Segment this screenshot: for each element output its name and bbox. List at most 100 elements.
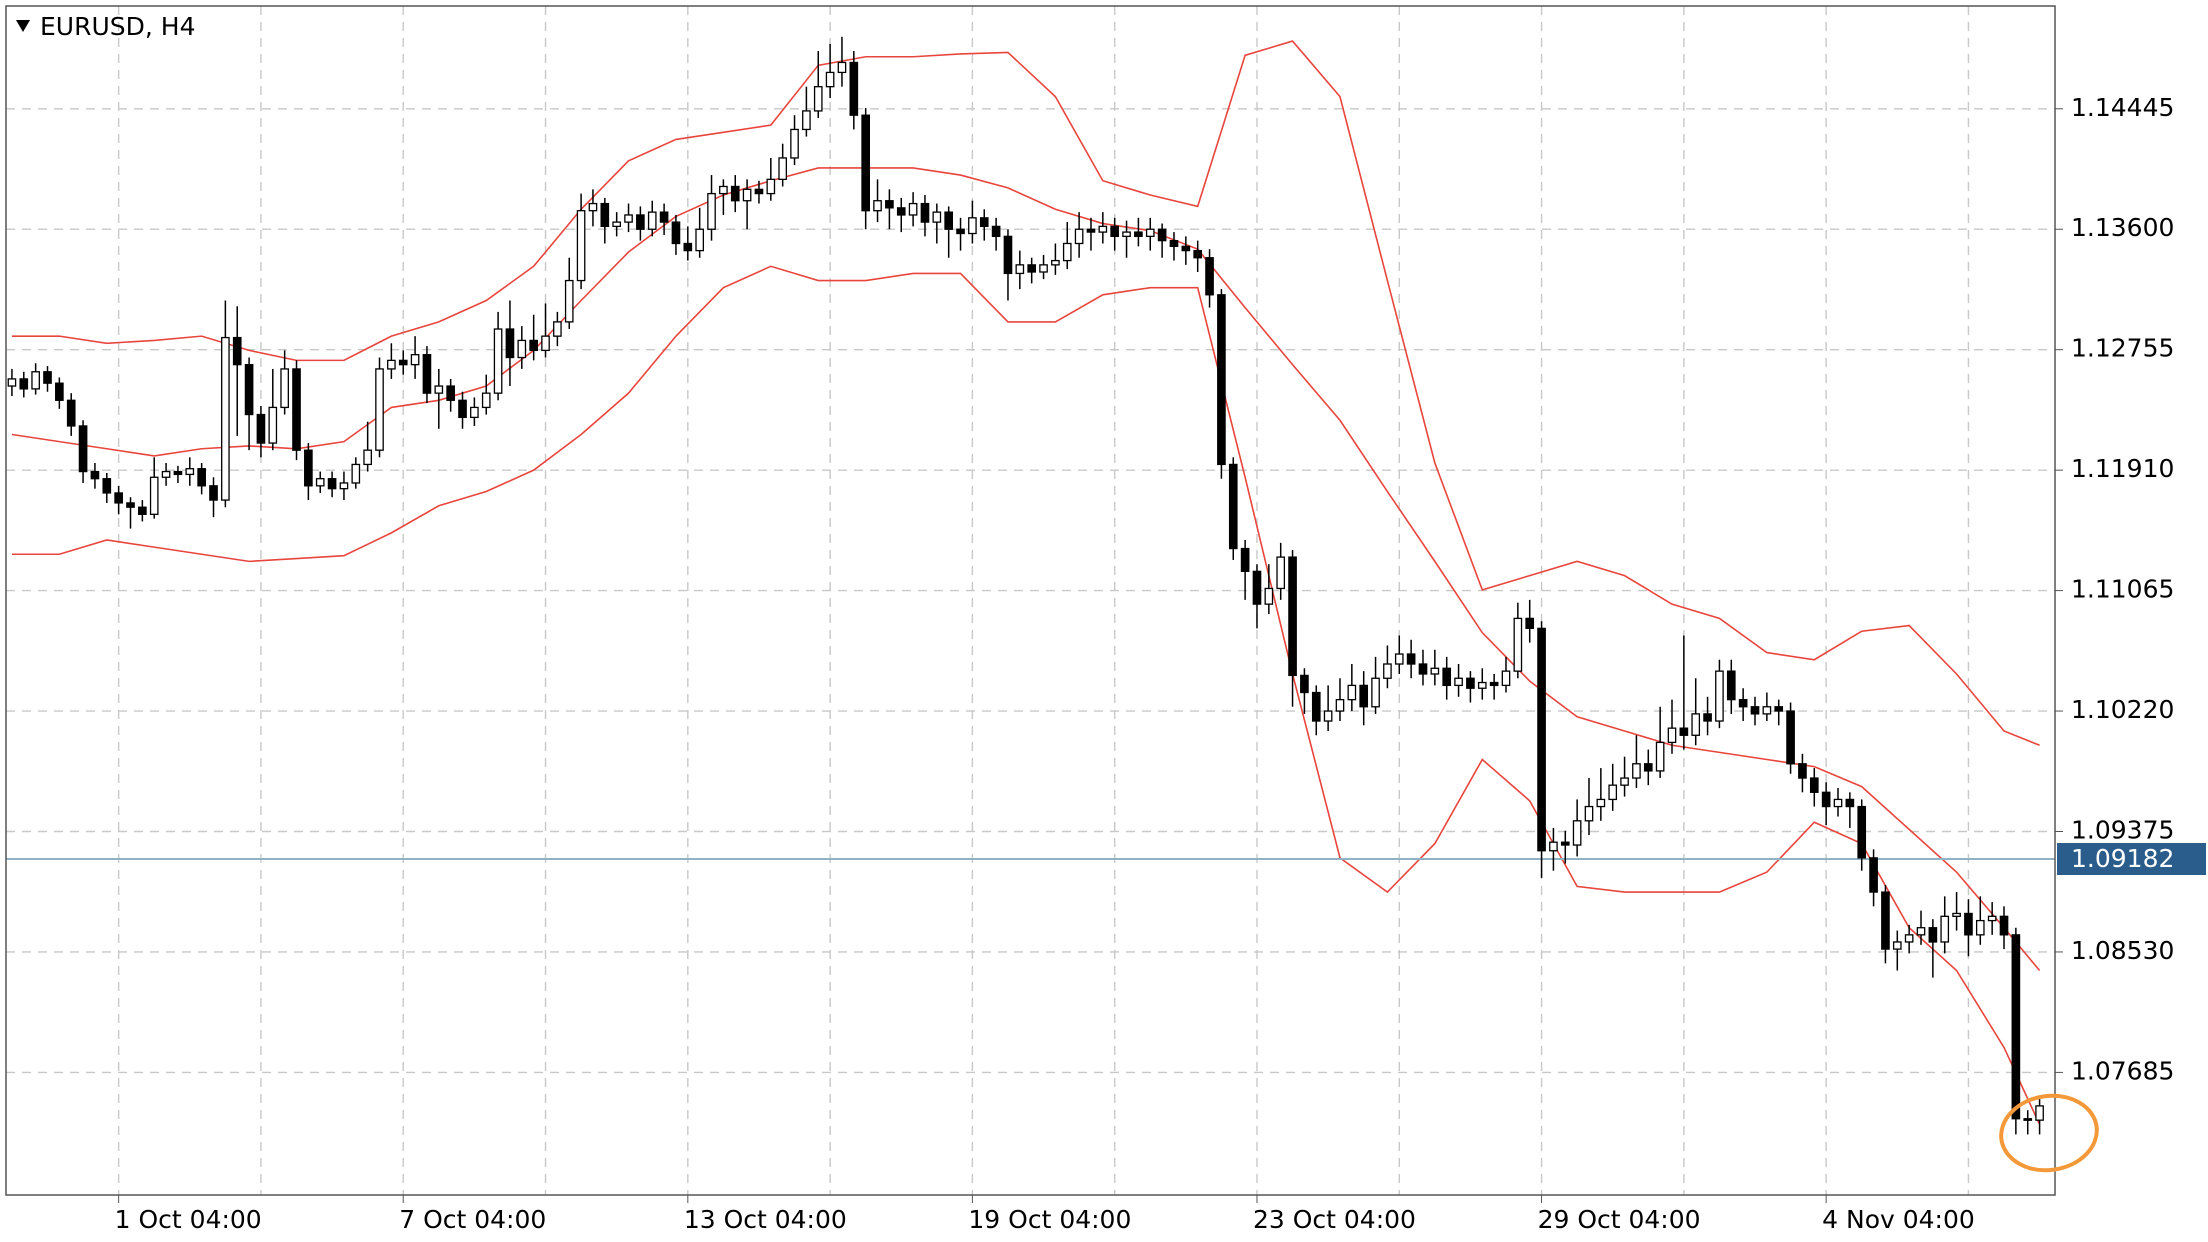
candle-body — [1750, 706, 1760, 715]
candle-body — [624, 214, 633, 223]
candle-body — [470, 406, 479, 419]
candle-body — [1466, 677, 1475, 689]
candle-body — [1406, 653, 1416, 665]
candle-body — [707, 192, 716, 230]
candle-body — [1039, 264, 1048, 273]
candle-body — [387, 359, 396, 370]
y-tick-label: 1.13600 — [2071, 213, 2174, 242]
candle-body — [126, 502, 135, 508]
candle-body — [1762, 706, 1772, 715]
candle-body — [315, 478, 325, 487]
candle-body — [197, 468, 206, 487]
candle-body — [600, 202, 610, 228]
candle-body — [422, 354, 432, 394]
symbol-menu-icon[interactable] — [16, 20, 30, 32]
candle-body — [31, 371, 40, 390]
candle-body — [1442, 667, 1452, 687]
candle-body — [754, 188, 764, 195]
candle-body — [968, 217, 977, 235]
y-tick-label: 1.07685 — [2071, 1056, 2174, 1085]
candle-body — [588, 202, 598, 212]
y-tick-label: 1.12755 — [2071, 334, 2174, 363]
y-tick-label: 1.09375 — [2071, 816, 2174, 845]
y-tick-label: 1.11065 — [2071, 575, 2174, 604]
candle-body — [398, 359, 408, 366]
price-label-box — [2057, 843, 2206, 876]
candle-body — [2011, 934, 2021, 1120]
candle-body — [138, 506, 147, 515]
candle-body — [102, 478, 112, 494]
candle-body — [221, 336, 230, 501]
candle-body — [719, 185, 728, 195]
candle-body — [1964, 912, 1973, 936]
candle-body — [1051, 259, 1060, 266]
candle-body — [695, 228, 704, 252]
candle-body — [956, 228, 965, 235]
candle-body — [1347, 684, 1357, 701]
candle-body — [813, 86, 823, 112]
candle-body — [114, 492, 123, 504]
candle-body — [1477, 681, 1487, 689]
candle-body — [1596, 798, 1606, 808]
candle-body — [351, 463, 361, 484]
plot — [6, 36, 2055, 1135]
candle-body — [1145, 228, 1155, 238]
band-line — [11, 167, 2041, 972]
candle-body — [434, 385, 444, 394]
candle-body — [1371, 677, 1380, 708]
candle-body — [1632, 763, 1641, 779]
candle-body — [1584, 805, 1594, 822]
candle-body — [1193, 249, 1203, 259]
candle-body — [1394, 653, 1404, 665]
candle-body — [1916, 927, 1926, 936]
candle-body — [1738, 698, 1748, 708]
candle-body — [7, 378, 17, 387]
candle-body — [1620, 777, 1629, 786]
candle-body — [1134, 231, 1143, 238]
candle-body — [1608, 784, 1618, 801]
candle-body — [1572, 820, 1582, 846]
candle-body — [1999, 915, 2009, 936]
candle-body — [1560, 841, 1570, 846]
candle-body — [1715, 670, 1724, 722]
candle-body — [1691, 713, 1701, 736]
candle-body — [1489, 681, 1499, 687]
candle-body — [292, 368, 301, 451]
candle-body — [1513, 617, 1523, 672]
candle-body — [1252, 570, 1262, 605]
candle-body — [1228, 463, 1238, 550]
candle-body — [1062, 242, 1072, 262]
candle-body — [66, 399, 76, 427]
candle-body — [612, 221, 621, 228]
candle-body — [256, 413, 266, 444]
candle-body — [1904, 934, 1914, 943]
candle-body — [1525, 617, 1535, 630]
candle-body — [790, 128, 799, 159]
candle-body — [1857, 805, 1867, 859]
candle-body — [1987, 915, 1997, 922]
candle-body — [944, 211, 954, 230]
candle-body — [1217, 294, 1226, 466]
candle-body — [1726, 670, 1736, 701]
candle-body — [493, 328, 503, 394]
candle-body — [1169, 239, 1179, 247]
candle-body — [1300, 674, 1309, 694]
candle-body — [885, 200, 894, 209]
candle-body — [1003, 235, 1013, 275]
candle-body — [1288, 556, 1297, 677]
candle-body — [1786, 710, 1795, 765]
candle-body — [896, 207, 906, 216]
candle-body — [209, 485, 218, 501]
candle-body — [244, 364, 254, 416]
candle-body — [659, 211, 669, 223]
candle-body — [1418, 663, 1428, 675]
candle-body — [2035, 1105, 2044, 1121]
candle-body — [55, 382, 64, 401]
candle-body — [778, 157, 788, 180]
candle-body — [90, 470, 100, 480]
candle-body — [161, 470, 171, 478]
highlight-circle — [1999, 1093, 2099, 1173]
candle-body — [1086, 228, 1096, 233]
candle-body — [1359, 684, 1369, 708]
